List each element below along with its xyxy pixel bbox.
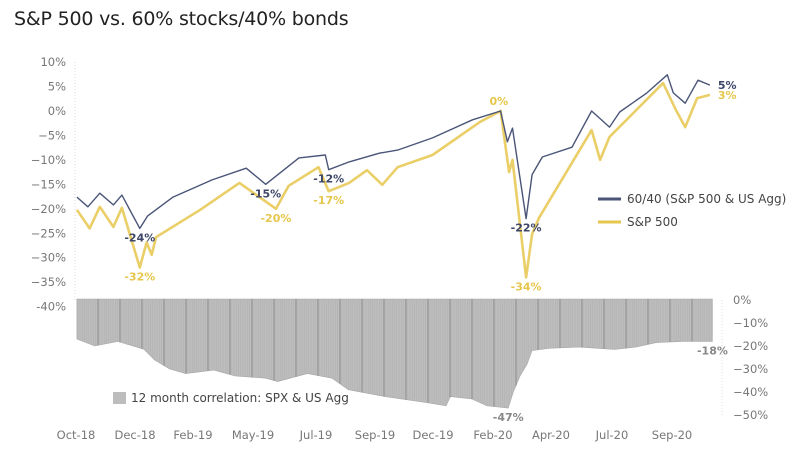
data-label: -47% <box>493 411 524 424</box>
y-tick-label: -40% <box>36 300 66 314</box>
data-label: -15% <box>250 187 281 200</box>
x-tick-label: Dec-18 <box>114 428 155 442</box>
y-tick-label: 0% <box>48 104 66 118</box>
y-tick-label: −10% <box>31 153 66 167</box>
y2-tick-label: −40% <box>733 385 768 399</box>
chart-title: S&P 500 vs. 60% stocks/40% bonds <box>14 8 349 30</box>
y2-tick-label: −10% <box>733 316 768 330</box>
x-tick-label: May-19 <box>232 428 274 442</box>
data-label: -17% <box>313 194 344 207</box>
legend-label-6040: 60/40 (S&P 500 & US Agg) <box>627 192 786 206</box>
series-line-sp500 <box>75 81 711 279</box>
x-tick-label: Feb-20 <box>473 428 512 442</box>
y-tick-label: −20% <box>31 202 66 216</box>
x-tick-label: Jul-19 <box>299 428 333 442</box>
y-tick-label: −5% <box>38 128 66 142</box>
data-label: -18% <box>697 344 728 357</box>
data-label: 5% <box>718 79 737 92</box>
y-tick-label: −25% <box>31 226 66 240</box>
data-label: -12% <box>313 173 344 186</box>
y-tick-label: 10% <box>40 55 66 69</box>
data-label: -22% <box>511 222 542 235</box>
y-tick-label: 5% <box>48 80 66 94</box>
y-tick-label: −30% <box>31 251 66 265</box>
x-tick-label: Oct-18 <box>57 428 96 442</box>
series-line-6040 <box>76 74 711 230</box>
y2-tick-label: −50% <box>733 408 768 422</box>
y-tick-label: −35% <box>31 275 66 289</box>
x-tick-label: Sep-19 <box>355 428 395 442</box>
x-tick-label: Dec-19 <box>412 428 453 442</box>
x-tick-label: Sep-20 <box>652 428 692 442</box>
data-label: 3% <box>718 89 737 102</box>
legend-swatch-correlation <box>113 392 126 404</box>
y2-tick-label: 0% <box>733 293 751 307</box>
data-label: 0% <box>490 95 509 108</box>
x-tick-label: Feb-19 <box>173 428 212 442</box>
data-label: -32% <box>124 270 155 283</box>
y2-tick-label: −30% <box>733 362 768 376</box>
legend-label-correlation: 12 month correlation: SPX & US Agg <box>131 391 349 405</box>
data-label: -24% <box>124 231 155 244</box>
legend-label-sp500: S&P 500 <box>627 215 678 229</box>
data-label: -34% <box>511 280 542 293</box>
y2-tick-label: −20% <box>733 339 768 353</box>
x-tick-label: Apr-20 <box>532 428 570 442</box>
x-tick-label: Jul-20 <box>595 428 629 442</box>
y-tick-label: −15% <box>31 177 66 191</box>
data-label: -20% <box>260 212 291 225</box>
